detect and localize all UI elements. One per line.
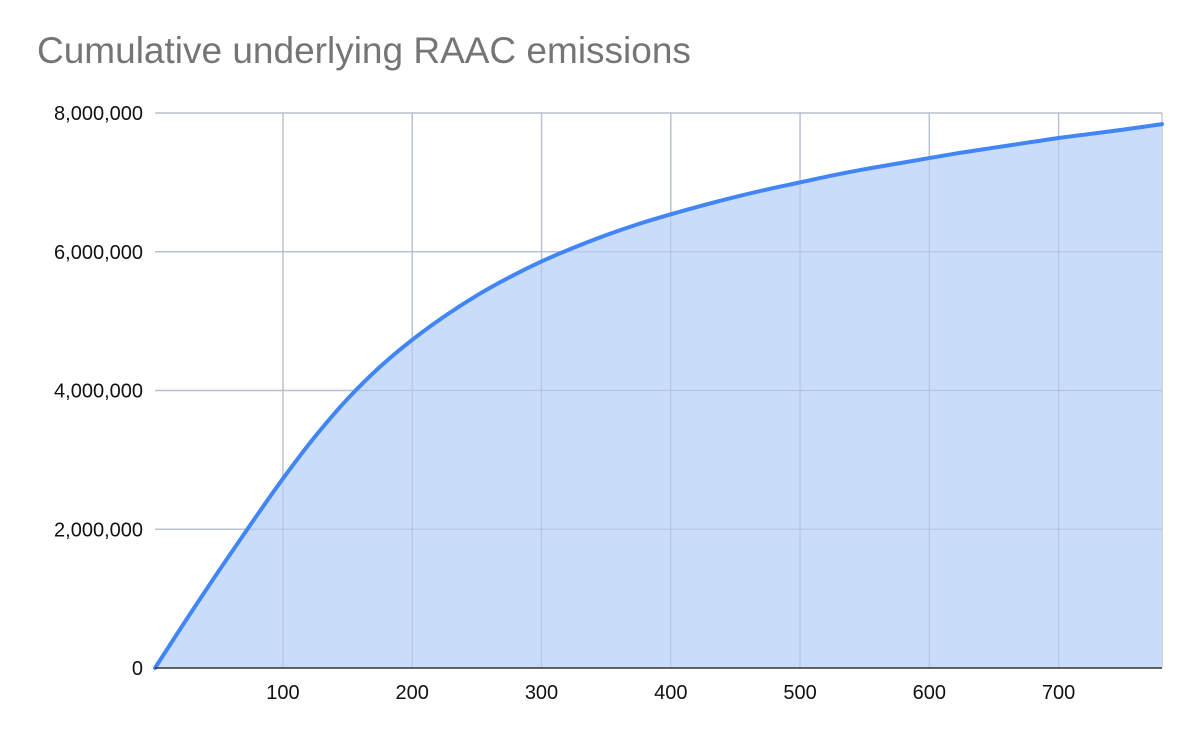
series-line [153,122,1164,670]
x-tick-label: 100 [266,682,299,704]
x-axis-ticks: 100 200 300 400 500 600 700 [266,682,1075,704]
chart-title: Cumulative underlying RAAC emissions [37,30,691,71]
x-tick-label: 700 [1042,682,1075,704]
x-tick-label: 200 [396,682,429,704]
area-series [153,112,1164,670]
x-tick-label: 600 [913,682,946,704]
y-tick-label: 8,000,000 [54,103,143,125]
y-tick-label: 6,000,000 [54,242,143,264]
y-tick-label: 4,000,000 [54,381,143,403]
y-axis-ticks: 0 2,000,000 4,000,000 6,000,000 8,000,000 [54,103,143,680]
y-tick-label: 2,000,000 [54,519,143,541]
x-tick-label: 300 [525,682,558,704]
x-tick-label: 500 [783,682,816,704]
x-tick-label: 400 [654,682,687,704]
area-fill [155,124,1162,669]
y-tick-label: 0 [132,658,143,680]
